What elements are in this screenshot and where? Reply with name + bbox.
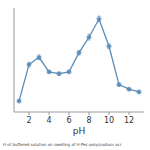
point [17,99,21,103]
y-error-bar [38,55,41,60]
plot-data [17,16,141,103]
x-error-bar [97,17,101,20]
y-error-bar [18,99,21,103]
y-error-bar [48,70,51,74]
x-error-bar [37,56,41,59]
y-error-bar [28,62,31,67]
x-axis-label: pH [73,126,85,136]
y-error-bar [118,83,121,87]
x-error-bar [47,70,51,73]
point [47,70,51,74]
x-tick-label: 2 [26,116,31,125]
point [97,17,101,21]
x-tick [49,112,50,115]
x-error-bar [117,83,121,86]
point [107,45,111,49]
x-error-bar [17,100,21,103]
y-error-bar [108,44,111,49]
x-tick-label: 10 [104,116,114,125]
y-error-bar [138,90,141,94]
line [19,19,139,101]
x-tick [89,112,90,115]
point [77,51,81,55]
point [37,55,41,59]
x-tick-label: 4 [46,116,51,125]
x-error-bar [27,63,31,66]
point [67,70,71,74]
y-error-bar [128,87,131,91]
point [117,83,121,87]
x-axis [14,112,144,113]
x-error-bar [137,90,141,93]
y-error-bar [78,50,81,55]
caption: H of buffered solution on swelling of H-… [3,142,122,147]
point [87,35,91,39]
point [137,90,141,94]
y-error-bar [58,72,61,76]
y-axis [14,8,15,112]
x-tick [29,112,30,115]
x-tick [69,112,70,115]
x-error-bar [67,70,71,73]
point [27,63,31,67]
y-error-bar [68,70,71,74]
x-error-bar [77,51,81,54]
y-error-bar [88,34,91,39]
x-tick-label: 12 [124,116,134,125]
y-error-bar [98,16,101,21]
x-tick-label: 8 [86,116,91,125]
x-error-bar [107,45,111,48]
chart: 2 4 6 8 10 12 pH H of buffered solution on swel… [0,0,150,150]
point [127,87,131,91]
x-error-bar [57,72,61,75]
x-error-bar [127,88,131,91]
x-tick [109,112,110,115]
x-tick [129,112,130,115]
x-tick-label: 6 [66,116,71,125]
x-error-bar [87,36,91,39]
point [57,72,61,76]
